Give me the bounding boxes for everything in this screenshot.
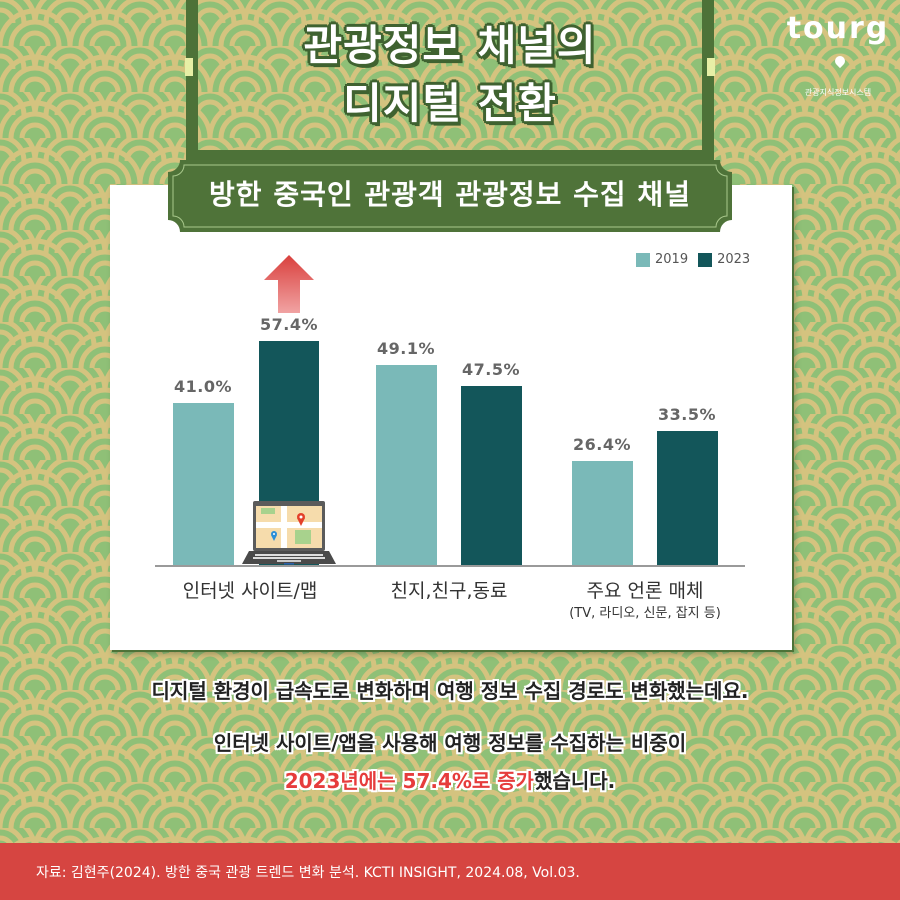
value-label: 47.5% xyxy=(461,360,520,379)
bar-friends-2019 xyxy=(376,365,437,565)
body-line-3-rest: 했습니다. xyxy=(534,769,616,793)
frame-notch xyxy=(185,58,193,76)
bar-friends-2023 xyxy=(461,386,522,565)
highlight-text: 2023년에는 57.4%로 증가 xyxy=(284,769,535,793)
bar-media-2023 xyxy=(657,431,718,565)
category-label-friends: 친지,친구,동료 xyxy=(390,580,508,602)
value-label: 33.5% xyxy=(657,405,716,424)
category-label-media: 주요 언론 매체 xyxy=(586,580,704,602)
category-sublabel-media: (TV, 라디오, 신문, 잡지 등) xyxy=(569,606,721,621)
location-pin-icon xyxy=(832,53,847,69)
laptop-map-icon xyxy=(242,501,336,565)
value-label: 57.4% xyxy=(259,315,318,334)
chart-title-banner: 방한 중국인 관광객 관광정보 수집 채널 xyxy=(168,160,732,232)
legend-label: 2023 xyxy=(717,252,751,267)
chart-title: 방한 중국인 관광객 관광정보 수집 채널 xyxy=(209,178,691,211)
banner-shape xyxy=(168,160,732,232)
frame-bar-right xyxy=(702,0,715,160)
bar-internet-2019 xyxy=(173,403,234,565)
value-label: 49.1% xyxy=(376,339,435,358)
legend-item-2019: 2019 xyxy=(636,252,688,267)
logo-word: tourg xyxy=(786,11,890,46)
frame-bottom xyxy=(186,150,714,160)
body-line-3: 2023년에는 57.4%로 증가했습니다. xyxy=(0,768,900,794)
frame-bar-left xyxy=(185,0,198,160)
source-citation: 자료: 김현주(2024). 방한 중국 관광 트렌드 변화 분석. KCTI … xyxy=(36,865,580,881)
x-axis-baseline xyxy=(155,565,745,567)
page-title-line1: 관광정보 채널의 xyxy=(303,21,597,70)
chart-legend: 2019 2023 xyxy=(636,252,760,267)
legend-item-2023: 2023 xyxy=(698,252,750,267)
bar-media-2019 xyxy=(572,461,633,565)
footer-bar: 자료: 김현주(2024). 방한 중국 관광 트렌드 변화 분석. KCTI … xyxy=(0,843,900,900)
value-label: 41.0% xyxy=(173,377,232,396)
frame-notch xyxy=(707,58,715,76)
body-line-2: 인터넷 사이트/앱을 사용해 여행 정보를 수집하는 비중이 xyxy=(213,731,687,755)
body-line-1: 디지털 환경이 급속도로 변화하며 여행 정보 수집 경로도 변화했는데요. xyxy=(151,679,749,703)
value-label: 26.4% xyxy=(572,435,631,454)
legend-swatch-2023 xyxy=(698,252,713,267)
page-title-line2: 디지털 전환 xyxy=(343,79,557,128)
category-label-internet: 인터넷 사이트/맵 xyxy=(182,580,318,602)
logo-subtitle: 관광지식정보시스템 xyxy=(804,88,872,97)
up-arrow-icon xyxy=(264,255,314,313)
legend-swatch-2019 xyxy=(636,252,650,267)
tourgo-logo[interactable]: tourg 관광지식정보시스템 xyxy=(783,11,893,98)
legend-label: 2019 xyxy=(655,252,689,267)
